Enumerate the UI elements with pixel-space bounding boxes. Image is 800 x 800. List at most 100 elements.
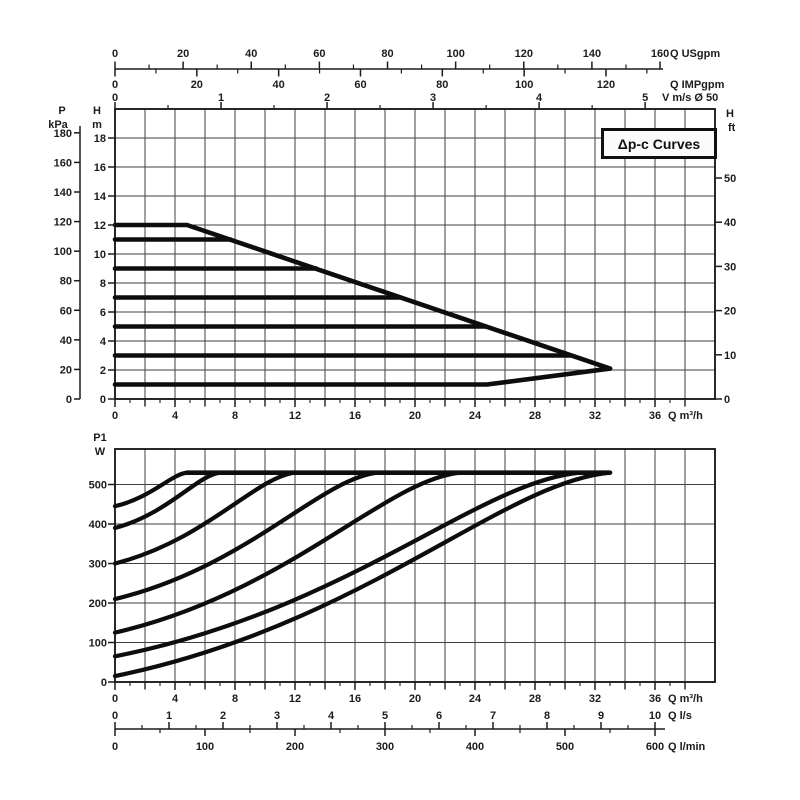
svg-text:24: 24 xyxy=(469,410,482,422)
svg-text:200: 200 xyxy=(286,741,304,753)
svg-text:500: 500 xyxy=(556,741,574,753)
svg-text:18: 18 xyxy=(94,133,106,145)
svg-text:0: 0 xyxy=(112,92,118,104)
svg-text:32: 32 xyxy=(589,410,601,422)
svg-text:60: 60 xyxy=(354,79,366,91)
svg-text:600: 600 xyxy=(646,741,664,753)
svg-text:140: 140 xyxy=(583,48,601,60)
svg-text:60: 60 xyxy=(60,305,72,317)
svg-text:10: 10 xyxy=(94,249,106,261)
svg-text:60: 60 xyxy=(313,48,325,60)
svg-text:20: 20 xyxy=(177,48,189,60)
svg-text:P: P xyxy=(58,105,65,117)
svg-text:14: 14 xyxy=(94,191,107,203)
svg-text:4: 4 xyxy=(100,336,107,348)
svg-text:3: 3 xyxy=(430,92,436,104)
svg-text:2: 2 xyxy=(100,365,106,377)
svg-text:120: 120 xyxy=(54,217,72,229)
svg-text:0: 0 xyxy=(112,710,118,722)
svg-text:5: 5 xyxy=(382,710,388,722)
dp-c-curves-title: Δp-c Curves xyxy=(617,135,701,152)
svg-text:20: 20 xyxy=(724,306,736,318)
svg-text:28: 28 xyxy=(529,693,541,705)
svg-text:20: 20 xyxy=(409,693,421,705)
svg-text:H: H xyxy=(726,108,734,120)
top-chart-grid xyxy=(114,108,716,400)
svg-text:8: 8 xyxy=(232,693,238,705)
svg-text:8: 8 xyxy=(100,278,106,290)
svg-text:20: 20 xyxy=(191,79,203,91)
svg-text:100: 100 xyxy=(89,638,107,650)
svg-text:m: m xyxy=(92,119,102,131)
svg-text:50: 50 xyxy=(724,173,736,185)
svg-text:0: 0 xyxy=(112,79,118,91)
svg-text:0: 0 xyxy=(101,677,107,689)
svg-text:4: 4 xyxy=(536,92,543,104)
svg-text:12: 12 xyxy=(289,410,301,422)
svg-text:6: 6 xyxy=(100,307,106,319)
svg-text:5: 5 xyxy=(642,92,648,104)
svg-text:1: 1 xyxy=(218,92,224,104)
svg-text:16: 16 xyxy=(349,410,361,422)
svg-text:400: 400 xyxy=(89,519,107,531)
svg-text:1: 1 xyxy=(166,710,172,722)
svg-text:80: 80 xyxy=(60,276,72,288)
svg-text:80: 80 xyxy=(436,79,448,91)
svg-text:140: 140 xyxy=(54,187,72,199)
svg-text:40: 40 xyxy=(60,335,72,347)
svg-text:0: 0 xyxy=(66,394,72,406)
svg-text:36: 36 xyxy=(649,410,661,422)
svg-text:H: H xyxy=(93,105,101,117)
curve-power-9m xyxy=(112,470,298,566)
svg-text:100: 100 xyxy=(196,741,214,753)
curve-power-7m xyxy=(112,470,380,602)
svg-text:24: 24 xyxy=(469,693,482,705)
svg-text:16: 16 xyxy=(94,162,106,174)
curve-power-3m xyxy=(112,470,583,659)
svg-text:0: 0 xyxy=(112,693,118,705)
svg-text:Q m³/h: Q m³/h xyxy=(668,693,703,705)
svg-text:Q IMPgpm: Q IMPgpm xyxy=(670,79,725,91)
bottom-chart-series xyxy=(112,470,613,679)
svg-text:3: 3 xyxy=(274,710,280,722)
svg-text:0: 0 xyxy=(100,394,106,406)
svg-text:120: 120 xyxy=(597,79,615,91)
curve-setpoint-min xyxy=(112,366,613,387)
svg-text:180: 180 xyxy=(54,128,72,140)
svg-text:ft: ft xyxy=(728,122,736,134)
svg-text:Q l/min: Q l/min xyxy=(668,741,706,753)
svg-text:0: 0 xyxy=(112,741,118,753)
curve-envelope-max xyxy=(112,222,613,371)
dp-c-curves-title-box: Δp-c Curves xyxy=(601,128,717,159)
svg-text:30: 30 xyxy=(724,261,736,273)
svg-text:4: 4 xyxy=(328,710,335,722)
curve-power-5m xyxy=(112,470,463,635)
svg-text:9: 9 xyxy=(598,710,604,722)
svg-text:36: 36 xyxy=(649,693,661,705)
svg-text:8: 8 xyxy=(544,710,550,722)
svg-text:6: 6 xyxy=(436,710,442,722)
svg-text:400: 400 xyxy=(466,741,484,753)
svg-text:160: 160 xyxy=(54,157,72,169)
svg-text:300: 300 xyxy=(89,559,107,571)
svg-text:2: 2 xyxy=(324,92,330,104)
svg-text:40: 40 xyxy=(245,48,257,60)
svg-text:7: 7 xyxy=(490,710,496,722)
svg-text:Q l/s: Q l/s xyxy=(668,710,692,722)
svg-text:10: 10 xyxy=(724,350,736,362)
svg-text:20: 20 xyxy=(409,410,421,422)
svg-text:8: 8 xyxy=(232,410,238,422)
svg-text:Q USgpm: Q USgpm xyxy=(670,48,720,60)
svg-text:28: 28 xyxy=(529,410,541,422)
svg-text:0: 0 xyxy=(112,48,118,60)
svg-text:40: 40 xyxy=(273,79,285,91)
svg-text:100: 100 xyxy=(515,79,533,91)
svg-text:40: 40 xyxy=(724,217,736,229)
svg-text:16: 16 xyxy=(349,693,361,705)
svg-text:P1: P1 xyxy=(93,432,106,444)
svg-text:0: 0 xyxy=(724,394,730,406)
svg-text:2: 2 xyxy=(220,710,226,722)
